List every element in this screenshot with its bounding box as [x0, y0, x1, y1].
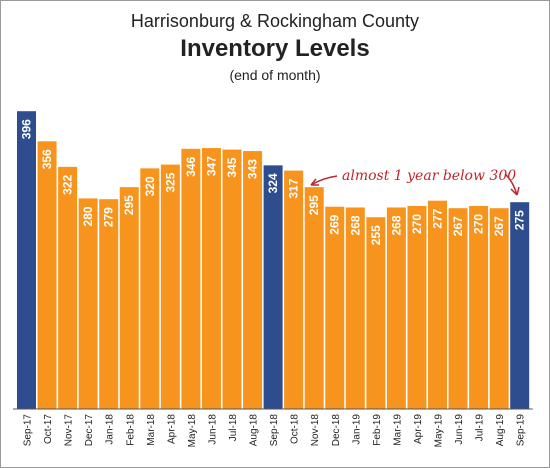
- x-tick-Aug-19: Aug-19: [495, 414, 506, 447]
- value-label-Jan-18: 279: [102, 207, 116, 227]
- value-label-Jun-18: 347: [204, 156, 218, 176]
- x-tick-Jul-19: Jul-19: [475, 414, 486, 442]
- annotation-text: almost 1 year below 300: [342, 168, 516, 184]
- bar-Apr-19: [407, 205, 427, 409]
- x-tick-Dec-17: Dec-17: [84, 414, 95, 447]
- x-tick-Jun-19: Jun-19: [454, 414, 465, 445]
- bar-Jun-19: [448, 208, 468, 409]
- x-tick-Jan-18: Jan-18: [105, 414, 116, 445]
- x-tick-May-18: May-18: [187, 414, 198, 448]
- x-tick-Nov-17: Nov-17: [64, 414, 75, 447]
- x-tick-Apr-18: Apr-18: [166, 414, 177, 444]
- annotation-arrowhead-left: [310, 178, 319, 186]
- chart-subtitle: Inventory Levels: [180, 35, 370, 62]
- bar-Jun-18: [201, 148, 221, 409]
- x-tick-Feb-19: Feb-19: [372, 414, 383, 446]
- value-label-Jan-19: 268: [348, 215, 362, 235]
- x-tick-Nov-18: Nov-18: [310, 414, 321, 447]
- value-label-Sep-17: 396: [20, 119, 34, 139]
- bar-Nov-17: [58, 166, 78, 409]
- value-label-Nov-17: 322: [61, 175, 75, 195]
- bar-Mar-19: [386, 207, 406, 409]
- x-tick-Dec-18: Dec-18: [331, 414, 342, 447]
- value-label-Oct-18: 317: [287, 178, 301, 198]
- x-tick-Mar-19: Mar-19: [392, 414, 403, 446]
- x-tick-Sep-18: Sep-18: [269, 414, 280, 447]
- value-label-Jun-19: 267: [451, 216, 465, 236]
- bar-Jan-18: [99, 199, 119, 409]
- bar-Mar-18: [140, 168, 160, 409]
- chart-note: (end of month): [229, 67, 321, 83]
- value-label-Aug-19: 267: [492, 216, 506, 236]
- value-label-Feb-19: 255: [369, 225, 383, 245]
- bar-Dec-18: [325, 206, 345, 409]
- bar-Feb-18: [119, 187, 139, 409]
- x-tick-May-19: May-19: [434, 414, 445, 448]
- value-label-Dec-18: 269: [328, 214, 342, 234]
- value-label-Feb-18: 295: [122, 195, 136, 215]
- bar-Nov-18: [304, 187, 324, 409]
- bar-May-18: [181, 148, 201, 410]
- value-label-Dec-17: 280: [81, 206, 95, 226]
- annotation-arrowhead-right: [510, 186, 520, 196]
- x-tick-Jun-18: Jun-18: [207, 414, 218, 445]
- bar-Apr-18: [160, 164, 180, 409]
- x-tick-Oct-18: Oct-18: [290, 414, 301, 444]
- x-tick-Jul-18: Jul-18: [228, 414, 239, 442]
- bar-Sep-19: [510, 202, 530, 409]
- value-label-Apr-19: 270: [410, 214, 424, 234]
- x-tick-Jan-19: Jan-19: [351, 414, 362, 445]
- value-label-Jul-19: 270: [472, 214, 486, 234]
- bar-Sep-18: [263, 165, 283, 409]
- value-label-Sep-19: 275: [513, 210, 527, 230]
- bar-Jul-18: [222, 149, 242, 409]
- value-label-May-19: 277: [431, 208, 445, 228]
- x-tick-Sep-17: Sep-17: [23, 414, 34, 447]
- annotation-arrow-left: [310, 175, 338, 186]
- bar-Aug-19: [489, 208, 509, 409]
- bar-Jul-19: [469, 205, 489, 409]
- bar-May-19: [428, 200, 447, 409]
- x-tick-Aug-18: Aug-18: [249, 414, 260, 447]
- x-tick-Mar-18: Mar-18: [146, 414, 157, 446]
- x-tick-Sep-19: Sep-19: [516, 414, 527, 447]
- chart-title: Harrisonburg & Rockingham County: [130, 11, 420, 31]
- bar-Oct-18: [284, 170, 304, 409]
- value-label-Mar-19: 268: [389, 215, 403, 235]
- bar-Oct-17: [37, 141, 57, 409]
- annotation-arrow-right: [504, 173, 518, 196]
- value-label-Aug-18: 343: [246, 159, 260, 179]
- value-label-Jul-18: 345: [225, 157, 239, 177]
- value-label-Oct-17: 356: [40, 149, 54, 169]
- x-tick-Apr-19: Apr-19: [413, 414, 424, 444]
- bar-Aug-18: [243, 151, 263, 409]
- bar-Jan-19: [345, 207, 365, 409]
- value-label-Mar-18: 320: [143, 176, 157, 196]
- value-label-Sep-18: 324: [266, 173, 280, 193]
- value-label-Apr-18: 325: [163, 172, 177, 192]
- bar-Sep-17: [17, 111, 36, 409]
- bar-Dec-17: [78, 198, 98, 409]
- x-tick-Feb-18: Feb-18: [125, 414, 136, 446]
- value-label-Nov-18: 295: [307, 195, 321, 215]
- bar-Feb-19: [366, 217, 386, 409]
- x-tick-Oct-17: Oct-17: [43, 414, 54, 444]
- value-label-May-18: 346: [184, 156, 198, 176]
